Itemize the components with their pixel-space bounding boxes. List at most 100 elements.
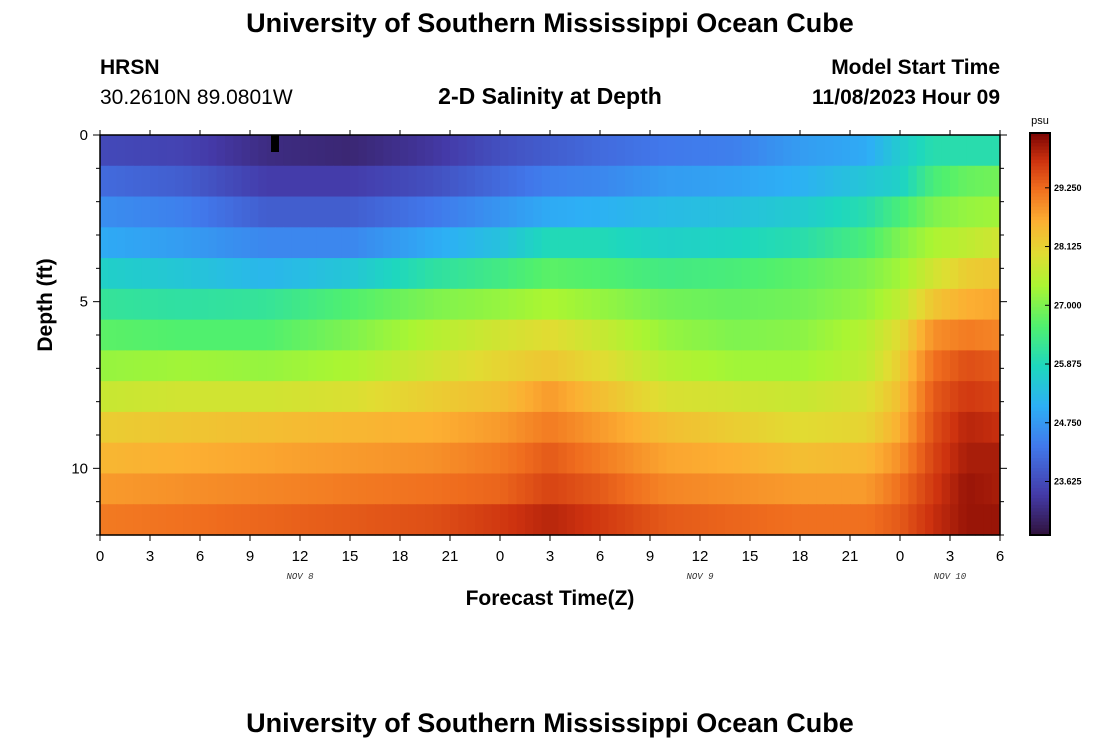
heatmap-cell: [758, 473, 768, 505]
heatmap-cell: [791, 504, 801, 536]
heatmap-cell: [858, 135, 868, 167]
heatmap-cell: [341, 135, 351, 167]
heatmap-cell: [441, 165, 451, 198]
heatmap-cell: [391, 350, 401, 382]
heatmap-cell: [241, 258, 251, 290]
heatmap-cell: [633, 473, 643, 505]
heatmap-cell: [966, 442, 976, 475]
heatmap-cell: [941, 258, 951, 290]
colorbar-segment: [1030, 320, 1050, 325]
colorbar-segment: [1030, 136, 1050, 141]
heatmap-cell: [233, 258, 243, 290]
colorbar-segment: [1030, 451, 1050, 456]
heatmap-cell: [575, 473, 584, 505]
heatmap-cell: [550, 227, 559, 259]
heatmap-cell: [500, 442, 509, 475]
heatmap-cell: [141, 135, 151, 167]
heatmap-cell: [775, 288, 784, 321]
heatmap-cell: [400, 504, 409, 536]
heatmap-cell: [908, 227, 918, 259]
heatmap-cell: [975, 504, 984, 536]
heatmap-cell: [641, 411, 651, 444]
heatmap-cell: [500, 319, 509, 351]
heatmap-cell: [558, 135, 568, 167]
y-tick-label: 5: [80, 294, 88, 311]
heatmap-cell: [316, 135, 326, 167]
heatmap-cell: [908, 473, 918, 505]
heatmap-cell: [591, 288, 601, 321]
heatmap-cell: [233, 227, 243, 259]
heatmap-cell: [950, 381, 959, 413]
heatmap-cell: [425, 504, 434, 536]
heatmap-cell: [816, 473, 826, 505]
colorbar-segment: [1030, 474, 1050, 479]
heatmap-cell: [208, 504, 218, 536]
heatmap-cell: [633, 319, 643, 351]
heatmap-cell: [575, 350, 584, 382]
heatmap-cell: [466, 381, 476, 413]
heatmap-cell: [133, 196, 143, 228]
colorbar-tick-label: 24.750: [1054, 418, 1082, 428]
heatmap-cell: [583, 442, 593, 475]
heatmap-cell: [500, 504, 509, 536]
heatmap-cell: [316, 165, 326, 198]
heatmap-cell: [450, 196, 459, 228]
heatmap-cell: [991, 196, 1001, 228]
colorbar-tick-label: 29.250: [1054, 183, 1082, 193]
heatmap-cell: [566, 288, 576, 321]
colorbar-segment: [1030, 163, 1050, 168]
heatmap-cell: [125, 473, 134, 505]
heatmap-cell: [791, 165, 801, 198]
heatmap-cell: [391, 135, 401, 167]
heatmap-cell: [241, 227, 251, 259]
heatmap-cell: [366, 258, 376, 290]
heatmap-cell: [775, 381, 784, 413]
heatmap-cell: [366, 165, 376, 198]
heatmap-cell: [900, 381, 909, 413]
heatmap-cell: [200, 442, 209, 475]
heatmap-cell: [191, 135, 201, 167]
heatmap-cell: [233, 165, 243, 198]
heatmap-cell: [350, 135, 359, 167]
heatmap-cell: [408, 165, 418, 198]
heatmap-cell: [316, 288, 326, 321]
heatmap-cell: [691, 196, 701, 228]
heatmap-cell: [175, 196, 184, 228]
heatmap-cell: [250, 135, 259, 167]
heatmap-cell: [125, 258, 134, 290]
colorbar-segment: [1030, 243, 1050, 248]
heatmap-cell: [391, 227, 401, 259]
heatmap-cell: [933, 411, 943, 444]
colorbar-segment: [1030, 461, 1050, 466]
heatmap-cell: [458, 258, 468, 290]
x-tick-label: 21: [442, 548, 459, 565]
heatmap-cell: [883, 165, 893, 198]
heatmap-cell: [858, 258, 868, 290]
heatmap-cell: [991, 350, 1001, 382]
heatmap-cell: [333, 135, 343, 167]
colorbar-segment: [1030, 340, 1050, 345]
heatmap-cell: [741, 381, 751, 413]
colorbar-tick-label: 25.875: [1054, 359, 1082, 369]
heatmap-cell: [408, 319, 418, 351]
heatmap-cell: [841, 442, 851, 475]
heatmap-cell: [533, 319, 543, 351]
heatmap-cell: [716, 411, 726, 444]
heatmap-cell: [791, 411, 801, 444]
heatmap-cell: [108, 411, 118, 444]
heatmap-cell: [475, 411, 484, 444]
heatmap-cell: [275, 504, 284, 536]
heatmap-cell: [150, 135, 159, 167]
heatmap-cell: [650, 288, 659, 321]
colorbar-segment: [1030, 354, 1050, 359]
heatmap-cell: [358, 196, 368, 228]
heatmap-cell: [633, 381, 643, 413]
heatmap-cell: [591, 411, 601, 444]
heatmap-cell: [783, 135, 793, 167]
colorbar-segment: [1030, 390, 1050, 395]
x-tick-label: 9: [246, 548, 254, 565]
colorbar-segment: [1030, 327, 1050, 332]
heatmap-cell: [216, 473, 226, 505]
heatmap-cell: [308, 381, 318, 413]
heatmap-cell: [433, 473, 443, 505]
